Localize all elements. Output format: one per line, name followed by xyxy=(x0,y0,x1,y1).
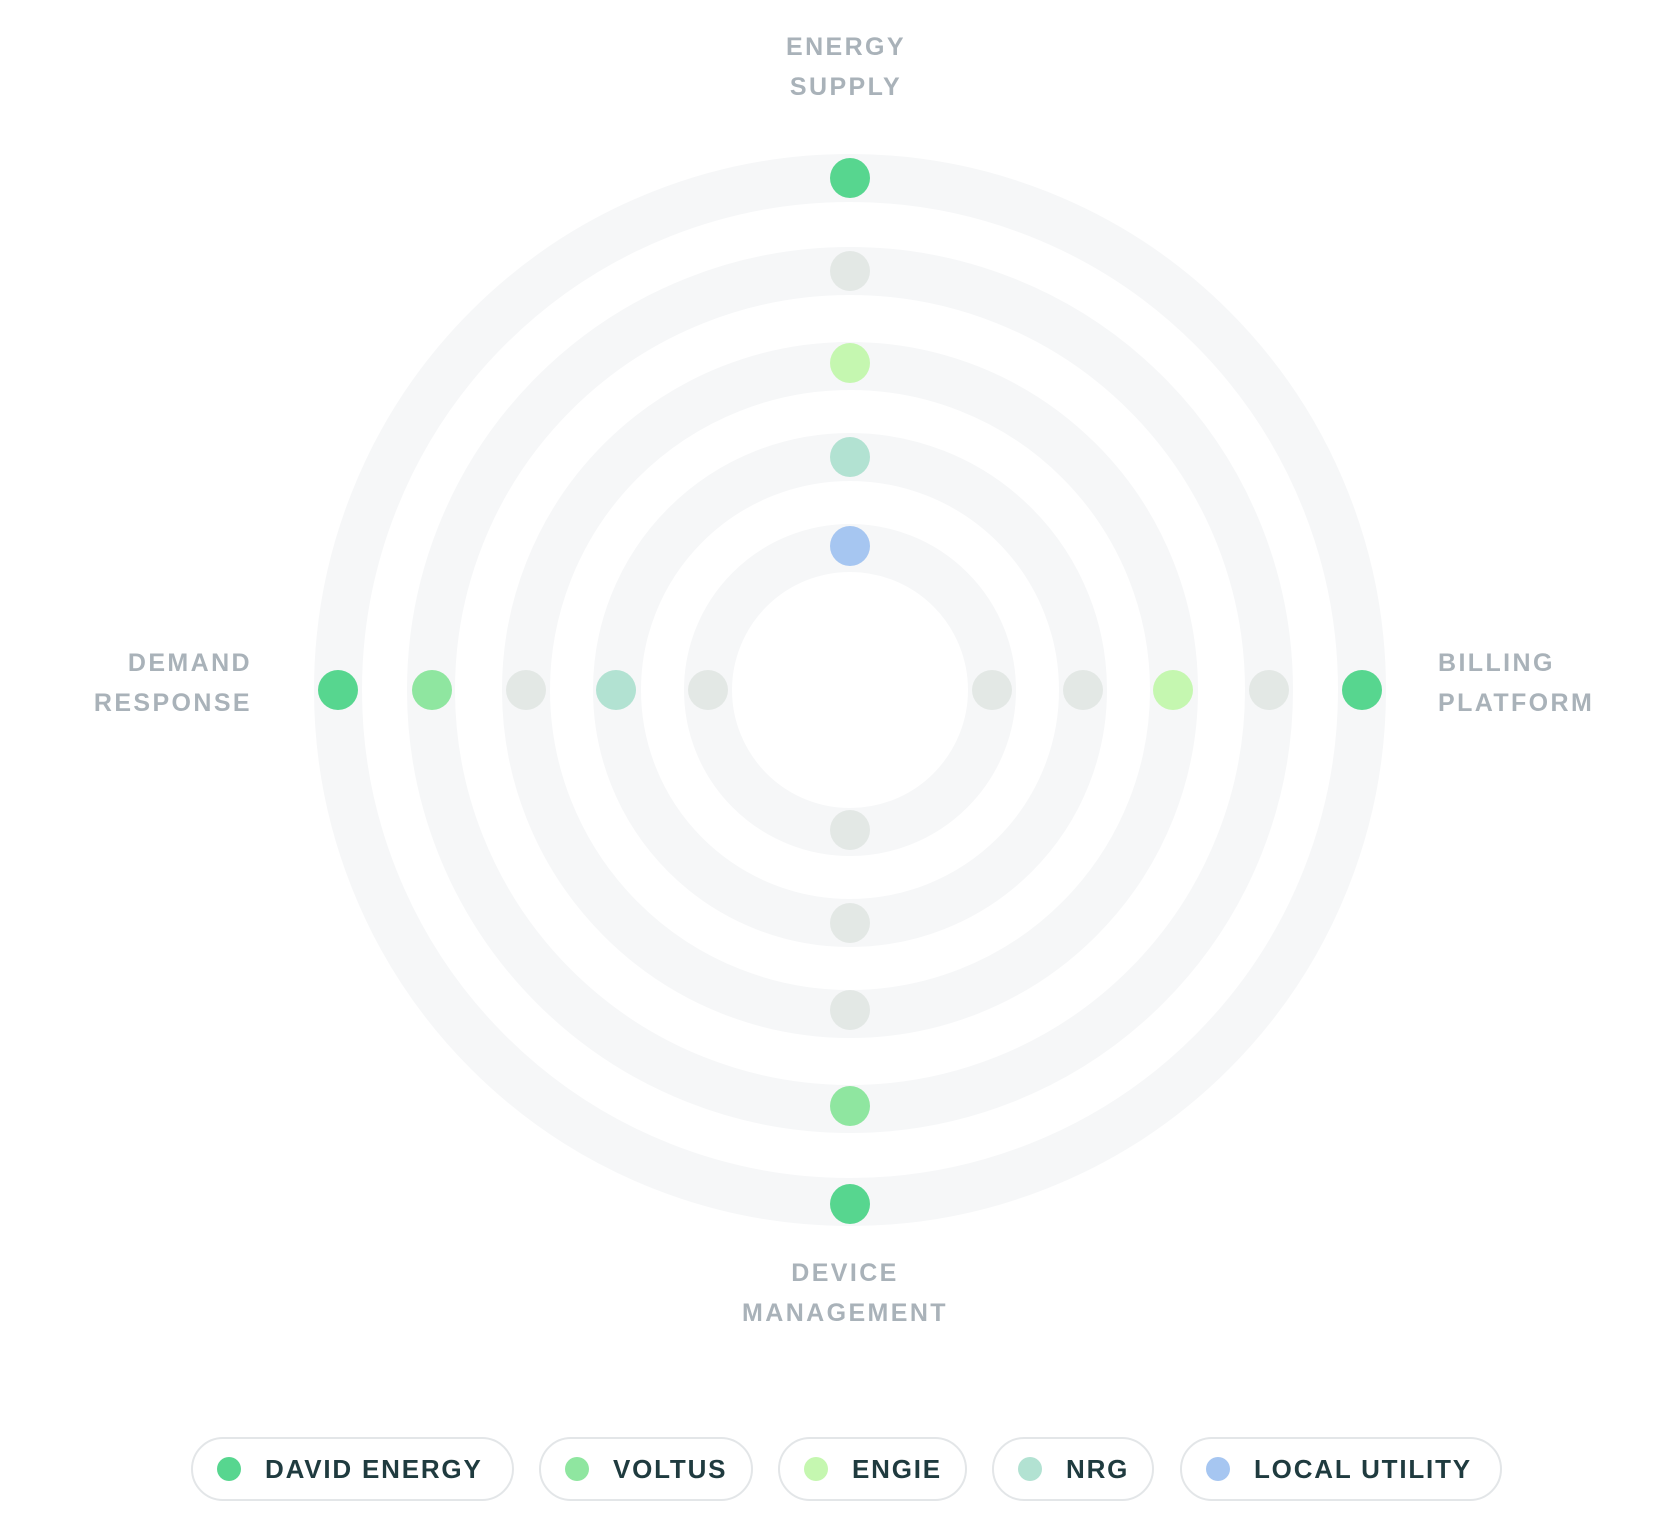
placement-dots xyxy=(318,158,1382,1224)
legend-dot-icon xyxy=(565,1457,589,1481)
dot-right-ring-1-empty xyxy=(972,670,1012,710)
dot-bottom-ring-4-voltus[interactable] xyxy=(830,1086,870,1126)
dot-bottom-ring-1-empty xyxy=(830,810,870,850)
dot-right-ring-3-engie[interactable] xyxy=(1153,670,1193,710)
dot-left-ring-2-nrg[interactable] xyxy=(596,670,636,710)
dot-top-ring-1-local-utility[interactable] xyxy=(830,526,870,566)
dot-top-ring-2-nrg[interactable] xyxy=(830,437,870,477)
legend-dot-icon xyxy=(1018,1457,1042,1481)
axis-label-device-management: DEVICE MANAGEMENT xyxy=(742,1259,948,1327)
legend-label: LOCAL UTILITY xyxy=(1254,1453,1472,1484)
legend: DAVID ENERGY VOLTUS ENGIE NRG LOCAL UTIL… xyxy=(0,1437,1680,1505)
axis-label-demand-response: DEMAND RESPONSE xyxy=(93,649,252,717)
legend-item-engie[interactable]: ENGIE xyxy=(778,1437,967,1501)
dot-left-ring-5-david-energy[interactable] xyxy=(318,670,358,710)
ring-4 xyxy=(407,247,1293,1133)
dot-bottom-ring-3-empty xyxy=(830,990,870,1030)
dot-top-ring-5-david-energy[interactable] xyxy=(830,158,870,198)
dot-bottom-ring-5-david-energy[interactable] xyxy=(830,1184,870,1224)
legend-item-voltus[interactable]: VOLTUS xyxy=(539,1437,753,1501)
axis-label-billing-platform: BILLING PLATFORM xyxy=(1438,649,1595,717)
dot-right-ring-2-empty xyxy=(1063,670,1103,710)
legend-dot-icon xyxy=(217,1457,241,1481)
ring-5 xyxy=(314,154,1386,1226)
dot-right-ring-4-empty xyxy=(1249,670,1289,710)
legend-dot-icon xyxy=(804,1457,828,1481)
legend-item-nrg[interactable]: NRG xyxy=(992,1437,1154,1501)
axis-label-energy-supply: ENERGY SUPPLY xyxy=(786,33,906,101)
dot-top-ring-4-empty xyxy=(830,251,870,291)
dot-top-ring-3-engie[interactable] xyxy=(830,343,870,383)
ring-1 xyxy=(684,524,1016,856)
legend-item-local-utility[interactable]: LOCAL UTILITY xyxy=(1180,1437,1502,1501)
dot-right-ring-5-david-energy[interactable] xyxy=(1342,670,1382,710)
legend-dot-icon xyxy=(1206,1457,1230,1481)
dot-left-ring-4-voltus[interactable] xyxy=(412,670,452,710)
legend-item-david-energy[interactable]: DAVID ENERGY xyxy=(191,1437,514,1501)
dot-left-ring-3-empty xyxy=(506,670,546,710)
legend-label: DAVID ENERGY xyxy=(265,1453,483,1484)
legend-label: ENGIE xyxy=(852,1453,942,1484)
legend-label: VOLTUS xyxy=(613,1453,728,1484)
dot-left-ring-1-empty xyxy=(688,670,728,710)
rings xyxy=(314,154,1386,1226)
legend-label: NRG xyxy=(1066,1453,1130,1484)
dot-bottom-ring-2-empty xyxy=(830,903,870,943)
